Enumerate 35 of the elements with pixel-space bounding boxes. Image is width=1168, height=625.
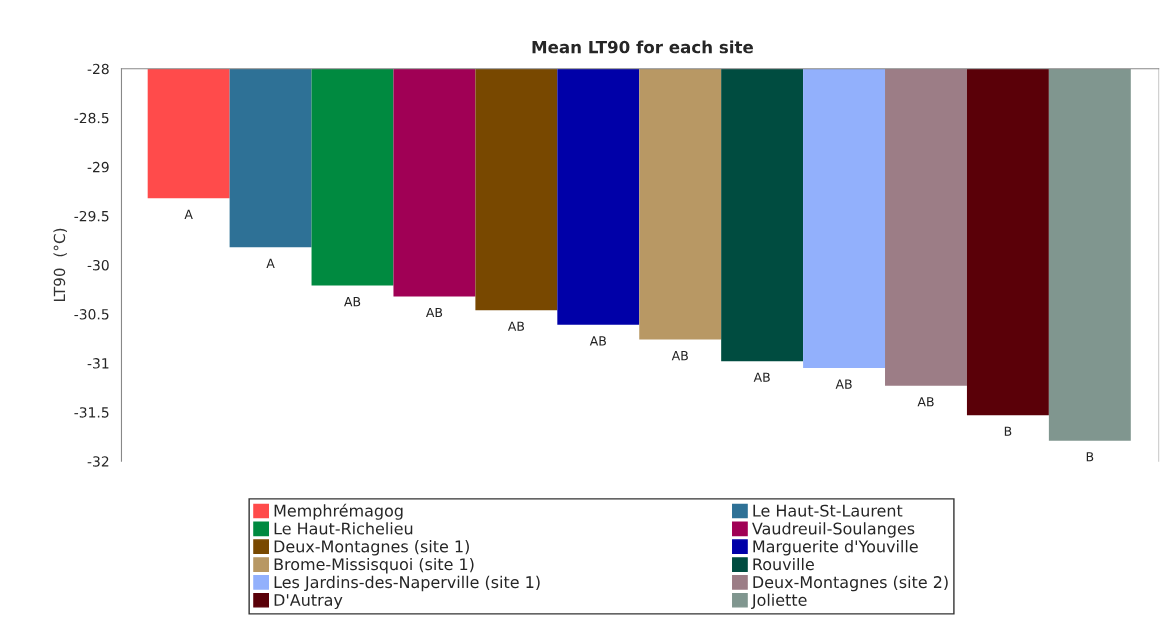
data-label: AB [507, 321, 525, 331]
data-label: AB [344, 297, 361, 307]
legend-label: Deux-Montagnes (site 1) [274, 540, 469, 556]
data-label: AB [671, 351, 688, 361]
legend-label: Vaudreuil-Soulanges [752, 522, 915, 538]
y-tick-label: -29.5 [74, 210, 109, 222]
y-tick-label: -29 [87, 161, 109, 173]
legend-label: Deux-Montagnes (site 2) [753, 575, 948, 592]
legend-label: Marguerite d'Youville [753, 540, 918, 556]
legend-label: Les Jardins-des-Naperville (site 1) [274, 575, 540, 592]
data-label: A [184, 209, 193, 219]
legend-label: Le Haut-Richelieu [274, 522, 413, 535]
y-tick-label: -30.5 [74, 309, 109, 320]
legend-label: Memphrémagog [274, 503, 403, 520]
data-label: AB [835, 379, 852, 389]
legend-label: D'Autray [274, 594, 343, 610]
data-label: AB [589, 336, 606, 346]
legend-label: Brome-Missisquoi (site 1) [274, 557, 474, 574]
y-axis-title: LT90 (°C) [53, 228, 68, 302]
data-label: AB [917, 397, 934, 407]
data-label: B [1086, 452, 1094, 462]
legend-label: Rouville [753, 557, 814, 571]
data-label: AB [425, 307, 443, 318]
y-tick-label: -28 [87, 63, 109, 75]
y-tick-label: -30 [87, 259, 109, 271]
data-label: A [266, 258, 275, 268]
y-tick-label: -31 [87, 358, 109, 369]
y-tick-label: -32 [87, 456, 109, 467]
legend-label: Le Haut-St-Laurent [753, 504, 903, 517]
chart-title: Mean LT90 for each site [532, 40, 753, 54]
data-label: AB [753, 372, 770, 382]
y-tick-label: -28.5 [74, 112, 109, 124]
data-label: B [1004, 426, 1012, 436]
legend-label: Joliette [751, 593, 807, 609]
y-tick-label: -31.5 [74, 407, 109, 418]
